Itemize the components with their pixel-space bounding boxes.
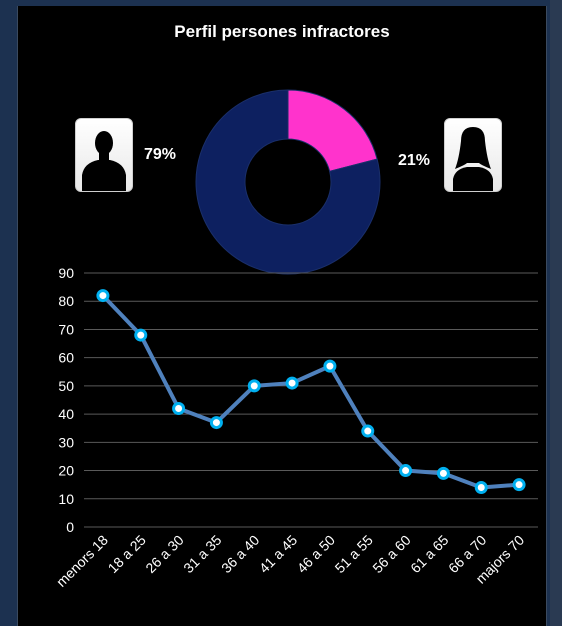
female-silhouette-icon — [444, 118, 502, 192]
donut-chart — [195, 89, 381, 275]
x-tick-label: 56 a 60 — [369, 532, 413, 576]
x-tick-label: 51 a 55 — [332, 532, 376, 576]
male-silhouette-icon — [75, 118, 133, 192]
data-point — [436, 466, 450, 480]
data-point — [399, 464, 413, 478]
scrollbar-strip — [550, 0, 562, 626]
x-tick-label: 36 a 40 — [218, 532, 262, 576]
y-tick-label: 10 — [58, 491, 74, 507]
x-tick-label: 46 a 50 — [294, 532, 338, 576]
chart-title: Perfil persones infractores — [174, 22, 390, 41]
x-tick-label: 31 a 35 — [180, 532, 224, 576]
x-tick-label: 26 a 30 — [142, 532, 186, 576]
x-tick-label: 41 a 45 — [256, 532, 300, 576]
data-point — [323, 359, 337, 373]
y-tick-label: 90 — [58, 265, 74, 281]
x-tick-label: 18 a 25 — [105, 532, 149, 576]
y-tick-label: 20 — [58, 463, 74, 479]
female-percentage-label: 21% — [398, 152, 431, 169]
y-tick-label: 40 — [58, 406, 74, 422]
data-point — [474, 480, 488, 494]
series-line — [101, 294, 520, 490]
data-point — [361, 424, 375, 438]
chart-panel: Perfil persones infractores 79% 21% 0 10 2… — [17, 6, 547, 626]
data-point — [172, 401, 186, 415]
data-point — [209, 416, 223, 430]
x-tick-label: menors 18 — [53, 532, 111, 590]
y-tick-label: 70 — [58, 321, 74, 337]
y-tick-label: 30 — [58, 434, 74, 450]
male-percentage-label: 79% — [144, 146, 177, 163]
y-tick-label: 60 — [58, 350, 74, 366]
data-point — [96, 289, 110, 303]
data-point — [512, 478, 526, 492]
donut-slice-1 — [287, 89, 378, 172]
y-tick-label: 50 — [58, 378, 74, 394]
y-tick-label: 0 — [66, 519, 74, 535]
data-point — [134, 328, 148, 342]
data-point — [247, 379, 261, 393]
y-tick-label: 80 — [58, 293, 74, 309]
data-point — [285, 376, 299, 390]
x-tick-label: 61 a 65 — [407, 532, 451, 576]
donut-slice-0 — [195, 89, 381, 275]
